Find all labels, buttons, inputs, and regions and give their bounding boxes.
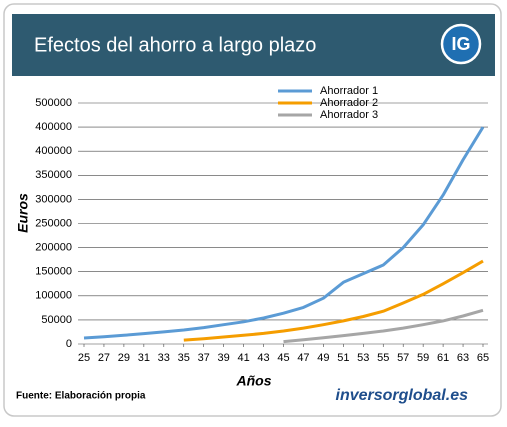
x-tick-label: 63 (457, 352, 469, 364)
x-tick-label: 53 (357, 352, 369, 364)
x-tick-label: 61 (437, 352, 449, 364)
y-tick-label: 50000 (41, 314, 72, 326)
x-tick-label: 33 (158, 352, 170, 364)
y-tick-label: 350000 (35, 169, 72, 181)
y-tick-label: 500000 (35, 97, 72, 109)
y-tick-label: 200000 (35, 242, 72, 254)
x-tick-label: 37 (198, 352, 210, 364)
y-tick-label: 400000 (35, 121, 72, 133)
logo-circle (440, 23, 482, 65)
y-tick-label: 250000 (35, 217, 72, 229)
x-tick-label: 55 (377, 352, 389, 364)
website: inversorglobal.es (336, 387, 469, 404)
y-tick-label: 300000 (35, 193, 72, 205)
plot: 0 50000 100000 150000 200000 250000 300000 3500… (35, 85, 489, 364)
y-tick-label: 400000 (35, 145, 72, 157)
x-tick-label: 57 (397, 352, 409, 364)
series-line (183, 259, 484, 342)
series-line (283, 308, 484, 344)
x-tick-label: 43 (257, 352, 269, 364)
y-tick-label: 0 (66, 338, 72, 350)
series-line (83, 126, 485, 340)
x-axis-label: Años (236, 373, 272, 389)
y-tick-label: 100000 (35, 290, 72, 302)
y-tick-label: 150000 (35, 266, 72, 278)
y-axis-label: Euros (15, 193, 31, 233)
x-tick-label: 31 (138, 352, 150, 364)
x-tick-label: 41 (237, 352, 249, 364)
x-tick-label: 39 (218, 352, 230, 364)
x-tick-label: 59 (417, 352, 429, 364)
x-tick-label: 65 (477, 352, 489, 364)
legend-label: Ahorrador 2 (320, 97, 378, 109)
legend-label: Ahorrador 3 (320, 109, 378, 121)
logo: IG (451, 34, 470, 54)
x-tick-label: 45 (277, 352, 289, 364)
x-tick-label: 29 (118, 352, 130, 364)
header (12, 14, 495, 76)
source: Fuente: Elaboración propia (16, 391, 146, 402)
x-tick-label: 25 (78, 352, 90, 364)
chart-title: Efectos del ahorro a largo plazo (34, 34, 316, 56)
legend-label: Ahorrador 1 (320, 85, 378, 97)
x-tick-label: 27 (98, 352, 110, 364)
x-tick-label: 51 (337, 352, 349, 364)
x-tick-label: 35 (178, 352, 190, 364)
x-tick-label: 49 (317, 352, 329, 364)
x-tick-label: 47 (297, 352, 309, 364)
